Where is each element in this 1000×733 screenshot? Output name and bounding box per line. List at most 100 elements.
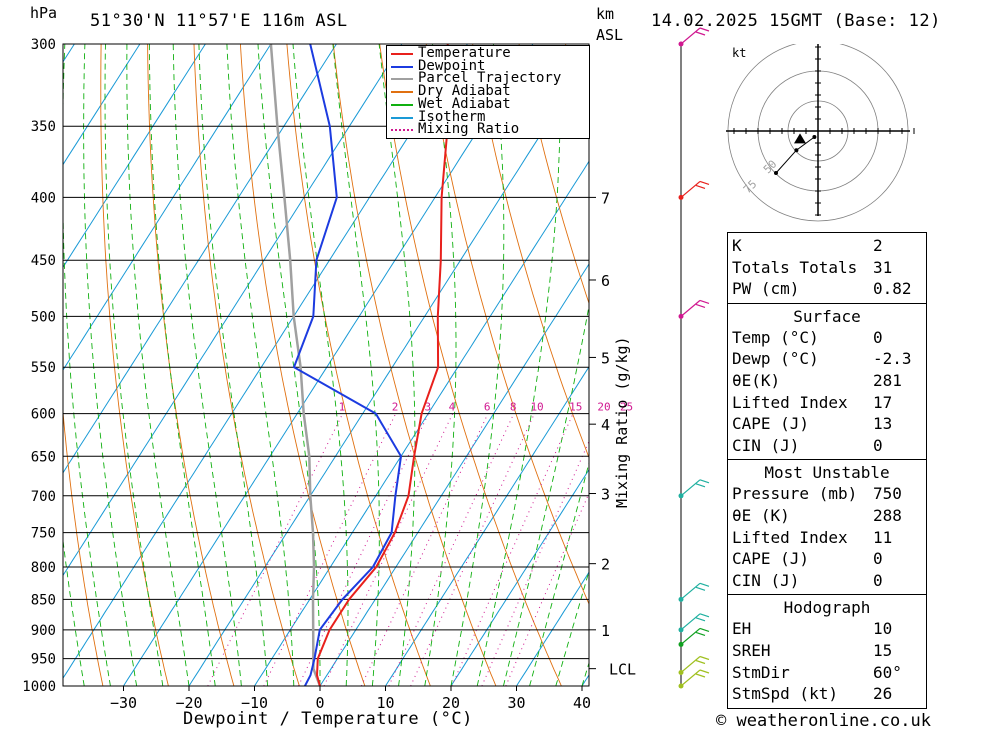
- mixing-ratio-line: [323, 413, 454, 686]
- isotherm-line: [63, 44, 206, 269]
- wind-barb: [680, 27, 701, 45]
- legend-item: Wet Adiabat: [387, 96, 587, 112]
- dry-adiabat-line: [286, 44, 431, 686]
- legend-item: Mixing Ratio: [387, 121, 587, 137]
- legend-swatch: [391, 103, 413, 106]
- x-tick-label: 20: [442, 694, 460, 712]
- km-tick-label: 2: [601, 556, 610, 574]
- mixing-ratio-label: 1: [339, 401, 346, 414]
- pressure-tick-label: 300: [31, 37, 56, 53]
- legend-swatch: [391, 78, 413, 81]
- mixing-ratio-line: [451, 413, 574, 686]
- legend-swatch: [391, 65, 413, 68]
- wet-adiabat-line: [378, 44, 416, 686]
- pressure-tick-label: 750: [31, 526, 56, 542]
- hodograph-unit-label: kt: [732, 46, 746, 60]
- isotherm-line: [63, 44, 272, 371]
- mixing-ratio-label: 20: [597, 401, 610, 414]
- isotherm-line: [123, 44, 534, 686]
- surface-row: CIN (J) 0: [732, 435, 883, 455]
- mixing-ratio-line: [360, 413, 489, 686]
- wind-barb: [680, 180, 701, 198]
- legend-item: Isotherm: [387, 108, 587, 125]
- wet-adiabat-line: [172, 44, 242, 686]
- legend-swatch: [391, 53, 413, 55]
- hodograph-point: [812, 135, 817, 139]
- pressure-tick-label: 900: [31, 623, 56, 639]
- legend-item: Dry Adiabat: [387, 83, 587, 100]
- surface-row: θE(K) 281: [732, 370, 902, 390]
- location-title: 51°30'N 11°57'E 116m ASL: [90, 11, 348, 31]
- isotherm-line: [188, 57, 589, 686]
- hodo-row: StmSpd (kt) 26: [732, 684, 893, 704]
- wet-adiabat-line: [104, 44, 164, 686]
- wind-barb-flag: [695, 31, 706, 36]
- x-tick-label: 30: [507, 694, 525, 712]
- pressure-tick-label: 850: [31, 592, 56, 608]
- hodo-row: EH 10: [732, 619, 893, 639]
- mixing-ratio-label: 10: [530, 401, 543, 414]
- wet-adiabat-line: [424, 44, 457, 686]
- dry-adiabat-line: [100, 44, 169, 686]
- isotherm-line: [63, 44, 468, 680]
- hodo-row: SREH 15: [732, 640, 893, 660]
- hodograph-box: Hodograph EH 10 SREH 15 StmDir 60° StmSpd (…: [727, 594, 927, 709]
- wind-barb-flag: [695, 184, 706, 189]
- wet-adiabat-line: [83, 44, 138, 686]
- wind-barb-flag: [695, 586, 706, 591]
- isotherm-line: [0, 44, 9, 686]
- wind-barb-flag: [695, 483, 706, 488]
- credit-link[interactable]: © weatheronline.co.uk: [716, 711, 931, 731]
- wind-barb-flag: [699, 669, 710, 674]
- wind-barb-flag: [695, 659, 706, 665]
- km-tick-label: 4: [601, 416, 610, 434]
- mixing-ratio-line: [505, 491, 589, 686]
- parcel-trajectory-profile: [269, 44, 322, 686]
- pressure-tick-label: 550: [31, 360, 56, 376]
- mixing-ratio-label: 2: [392, 401, 399, 414]
- wind-barb: [680, 656, 701, 673]
- surface-row: Dewp (°C) -2.3: [732, 349, 912, 369]
- temperature-profile: [315, 44, 449, 686]
- km-tick-label: 5: [601, 349, 610, 367]
- most-unstable-box: Most Unstable Pressure (mb) 750 θE (K) 288…: [727, 459, 927, 596]
- legend-swatch: [391, 129, 413, 132]
- most-unstable-title: Most Unstable: [764, 463, 890, 483]
- dry-adiabat-line: [147, 44, 235, 686]
- mixing-ratio-label: 4: [449, 401, 456, 414]
- mu-row: CIN (J) 0: [732, 570, 883, 590]
- mixing-ratio-label: 8: [510, 401, 517, 414]
- x-tick-label: −30: [110, 694, 137, 712]
- hodo-row: StmDir 60°: [732, 662, 902, 682]
- pressure-tick-label: 950: [31, 652, 56, 668]
- surface-row: CAPE (J) 13: [732, 414, 893, 434]
- surface-box: Surface Temp (°C) 0 Dewp (°C) -2.3 θE(K) 28…: [727, 302, 927, 461]
- mixing-ratio-axis-title: Mixing Ratio (g/kg): [613, 336, 631, 508]
- wind-barb-flag: [699, 655, 710, 661]
- legend-label: Dewpoint: [418, 57, 486, 74]
- wind-barb: [680, 627, 701, 645]
- pressure-tick-label: 700: [31, 489, 56, 505]
- km-tick-label: LCL: [609, 661, 636, 679]
- legend-label: Dry Adiabat: [418, 83, 511, 100]
- wind-barb: [680, 669, 701, 687]
- km-unit-label: km: [596, 5, 615, 23]
- pressure-tick-label: 400: [31, 190, 56, 206]
- x-tick-label: 10: [376, 694, 394, 712]
- dry-adiabat-line: [937, 44, 1000, 686]
- wind-barb-flag: [699, 613, 710, 618]
- km-tick-label: 3: [601, 486, 610, 504]
- legend-label: Isotherm: [418, 108, 486, 125]
- pressure-tick-label: 500: [31, 309, 56, 325]
- legend: Temperature Dewpoint Parcel Trajectory Dry …: [386, 45, 590, 139]
- wind-barb-flag: [699, 627, 710, 632]
- dry-adiabat-line: [379, 44, 562, 686]
- x-axis-title: Dewpoint / Temperature (°C): [183, 709, 473, 729]
- mu-row: θE (K) 288: [732, 505, 902, 525]
- legend-item: Parcel Trajectory: [387, 70, 587, 86]
- dry-adiabat-line: [983, 44, 1000, 686]
- x-tick-label: −10: [241, 694, 268, 712]
- wind-barb: [680, 582, 701, 600]
